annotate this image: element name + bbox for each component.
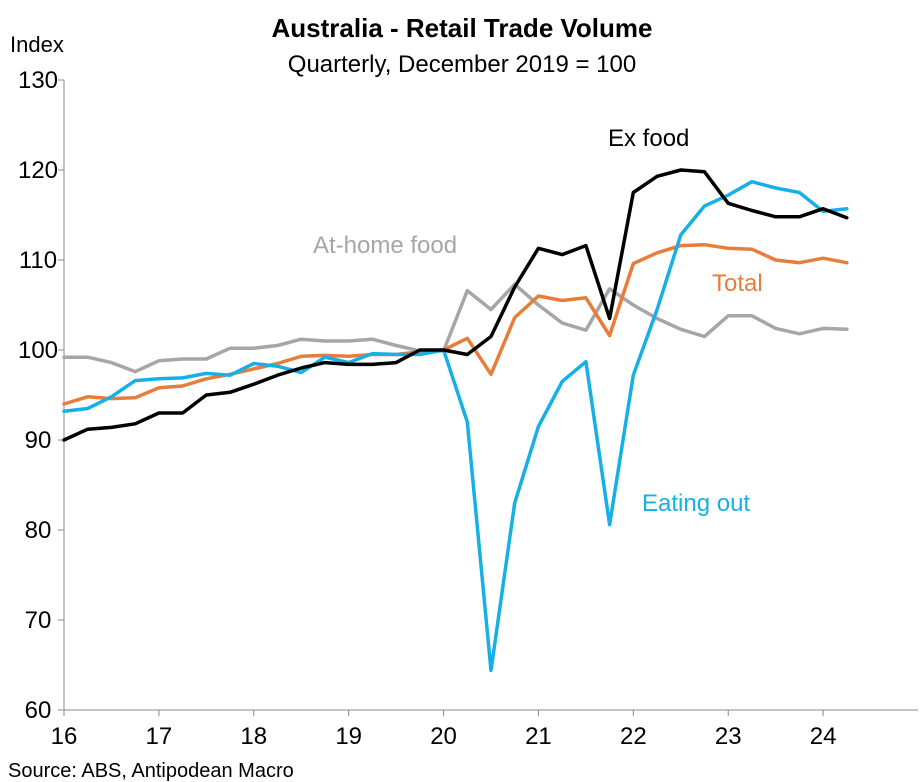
y-tick-label: 60 — [25, 697, 52, 724]
chart-subtitle: Quarterly, December 2019 = 100 — [288, 51, 636, 78]
x-tick-label: 18 — [240, 723, 267, 750]
y-axis: 60 70 80 90 100 110 120 130 — [18, 67, 65, 724]
x-tick-label: 19 — [335, 723, 362, 750]
y-tick-label: 90 — [25, 427, 52, 454]
x-tick-label: 20 — [430, 723, 457, 750]
series-line-ex-food — [62, 168, 849, 442]
series-lines — [62, 168, 849, 673]
x-tick-label: 16 — [51, 723, 78, 750]
y-tick-label: 120 — [18, 157, 58, 184]
chart-title: Australia - Retail Trade Volume — [272, 13, 653, 43]
y-tick-label: 80 — [25, 517, 52, 544]
x-tick-label: 23 — [715, 723, 742, 750]
y-tick-label: 70 — [25, 607, 52, 634]
x-axis: 16 17 18 19 20 21 22 23 24 — [51, 709, 918, 750]
series-label-eating-out: Eating out — [642, 490, 750, 517]
y-axis-unit-label: Index — [10, 32, 64, 57]
x-tick-label: 17 — [146, 723, 173, 750]
series-label-ex-food: Ex food — [608, 125, 689, 152]
x-tick-label: 21 — [525, 723, 552, 750]
series-label-total: Total — [712, 270, 763, 297]
x-tick-label: 22 — [620, 723, 647, 750]
series-line-at-home-food — [62, 282, 849, 374]
x-tick-label: 24 — [810, 723, 837, 750]
series-line-eating-out — [62, 179, 849, 673]
y-tick-label: 130 — [18, 67, 58, 94]
series-label-at-home-food: At-home food — [313, 232, 457, 259]
series-line-total — [62, 242, 849, 406]
source-note: Source: ABS, Antipodean Macro — [8, 760, 294, 782]
y-tick-label: 100 — [18, 337, 58, 364]
y-tick-label: 110 — [19, 247, 57, 274]
